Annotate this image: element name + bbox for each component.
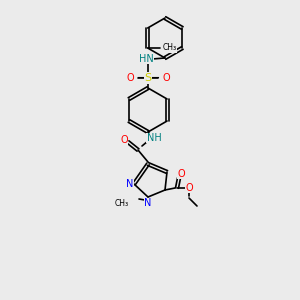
Text: O: O <box>162 73 170 83</box>
Text: HN: HN <box>139 54 153 64</box>
Text: NH: NH <box>147 133 161 143</box>
Text: S: S <box>144 73 152 83</box>
Text: O: O <box>177 169 185 179</box>
Text: CH₃: CH₃ <box>115 199 129 208</box>
Text: CH₃: CH₃ <box>163 44 177 52</box>
Text: O: O <box>126 73 134 83</box>
Text: N: N <box>144 198 152 208</box>
Text: O: O <box>120 135 128 145</box>
Text: N: N <box>126 179 134 189</box>
Text: O: O <box>185 183 193 193</box>
